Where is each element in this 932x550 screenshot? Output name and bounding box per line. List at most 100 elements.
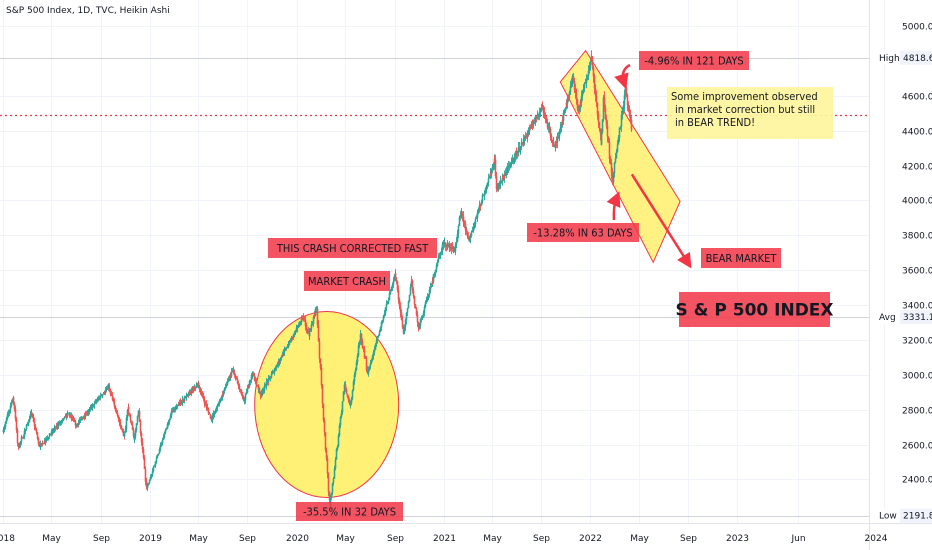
candle-body	[423, 306, 426, 309]
candle-body	[302, 316, 305, 319]
time-tick-label: Sep	[387, 534, 404, 544]
candle-body	[608, 141, 611, 149]
candle-body	[318, 341, 321, 350]
axis-badge-value: 2191.86	[903, 512, 932, 522]
candle-body	[223, 388, 226, 392]
candle-body	[173, 408, 176, 410]
candle-body	[558, 130, 561, 134]
candle-body	[474, 220, 477, 225]
candle-body	[597, 114, 600, 123]
candle-body	[153, 465, 156, 467]
candle-body	[603, 104, 606, 109]
candle-body	[147, 483, 150, 485]
candle-body	[594, 88, 597, 96]
candle-body	[385, 303, 388, 308]
candle-body	[217, 403, 220, 406]
candle-body	[278, 360, 281, 362]
candle-body	[428, 291, 431, 295]
candle-body	[341, 401, 344, 408]
candle-body	[473, 224, 476, 225]
annotation-bear-market-bg	[701, 248, 781, 268]
candle-body	[235, 378, 238, 379]
candle-body	[464, 228, 467, 231]
time-axis[interactable]: 2018 May Sep 2019 May Sep 2020 May Sep 2021 May Sep…	[0, 534, 888, 544]
time-tick-label: 2019	[139, 534, 162, 544]
candle-body	[182, 399, 185, 402]
price-tick-label: 3000.00	[902, 372, 932, 382]
candle-body	[481, 195, 484, 200]
candle-body	[354, 369, 357, 375]
price-axis[interactable]: 2400.00 2600.00 2800.00 3000.00 3200.00 3400.…	[872, 23, 932, 523]
candle-body	[418, 325, 421, 327]
candle-body	[366, 369, 369, 374]
candle-body	[470, 231, 473, 234]
candle-body	[144, 475, 147, 482]
candle-body	[64, 415, 67, 418]
candle-body	[67, 412, 70, 414]
price-tick-label: 4400.00	[902, 128, 932, 138]
candle-body	[8, 409, 11, 412]
candle-body	[562, 114, 565, 121]
candle-body	[602, 110, 605, 120]
candle-body	[256, 385, 259, 386]
candle-body	[17, 443, 20, 448]
candle-body	[356, 358, 359, 363]
candle-body	[128, 413, 131, 416]
candle-body	[113, 404, 116, 407]
candle-body	[334, 459, 337, 466]
candle-body	[226, 380, 229, 382]
candle-body	[507, 166, 510, 167]
candle-body	[628, 111, 631, 116]
candle-body	[169, 415, 172, 419]
candle-body	[141, 441, 144, 450]
candle-body	[480, 201, 483, 204]
candle-body	[186, 394, 189, 396]
candle-body	[569, 86, 572, 90]
candle-body	[530, 125, 533, 129]
candle-body	[43, 441, 46, 443]
candle-body	[288, 341, 291, 343]
candle-body	[514, 154, 517, 158]
annotation-index-name: S & P 500 INDEX	[675, 301, 833, 321]
candle-body	[583, 83, 586, 88]
candle-body	[403, 326, 406, 331]
candle-body	[547, 125, 550, 128]
candle-body	[214, 410, 217, 412]
candle-body	[466, 233, 469, 237]
candle-body	[344, 384, 347, 388]
axis-badge-value: 3331.19	[903, 313, 932, 323]
candle-body	[561, 120, 564, 122]
candle-body	[489, 173, 492, 175]
candle-body	[411, 285, 414, 291]
candle-body	[231, 370, 234, 372]
candle-body	[596, 109, 599, 115]
candle-body	[357, 345, 360, 349]
candle-body	[135, 423, 138, 427]
candle-body	[422, 312, 425, 316]
time-tick-label: 2021	[433, 534, 456, 544]
candle-body	[444, 243, 447, 247]
annotation-trough-pct-bg	[527, 223, 639, 242]
candle-body	[607, 136, 610, 142]
candle-body	[540, 108, 543, 110]
candle-body	[273, 368, 276, 371]
candle-body	[375, 340, 378, 343]
candle-body	[123, 431, 126, 437]
candle-body	[499, 180, 502, 184]
candle-body	[68, 413, 71, 416]
candle-body	[212, 414, 215, 417]
candle-body	[277, 361, 280, 363]
candle-body	[617, 137, 620, 141]
annotation-crash-corrected-bg	[268, 238, 437, 258]
candle-body	[60, 421, 63, 423]
candle-body	[557, 136, 560, 138]
candle-body	[488, 177, 491, 179]
candle-body	[70, 415, 73, 418]
candle-body	[311, 323, 314, 325]
candle-body	[162, 437, 165, 439]
candle-body	[197, 385, 200, 388]
candle-body	[389, 289, 392, 293]
candle-body	[285, 347, 288, 349]
price-tick-label: 3400.00	[902, 302, 932, 312]
